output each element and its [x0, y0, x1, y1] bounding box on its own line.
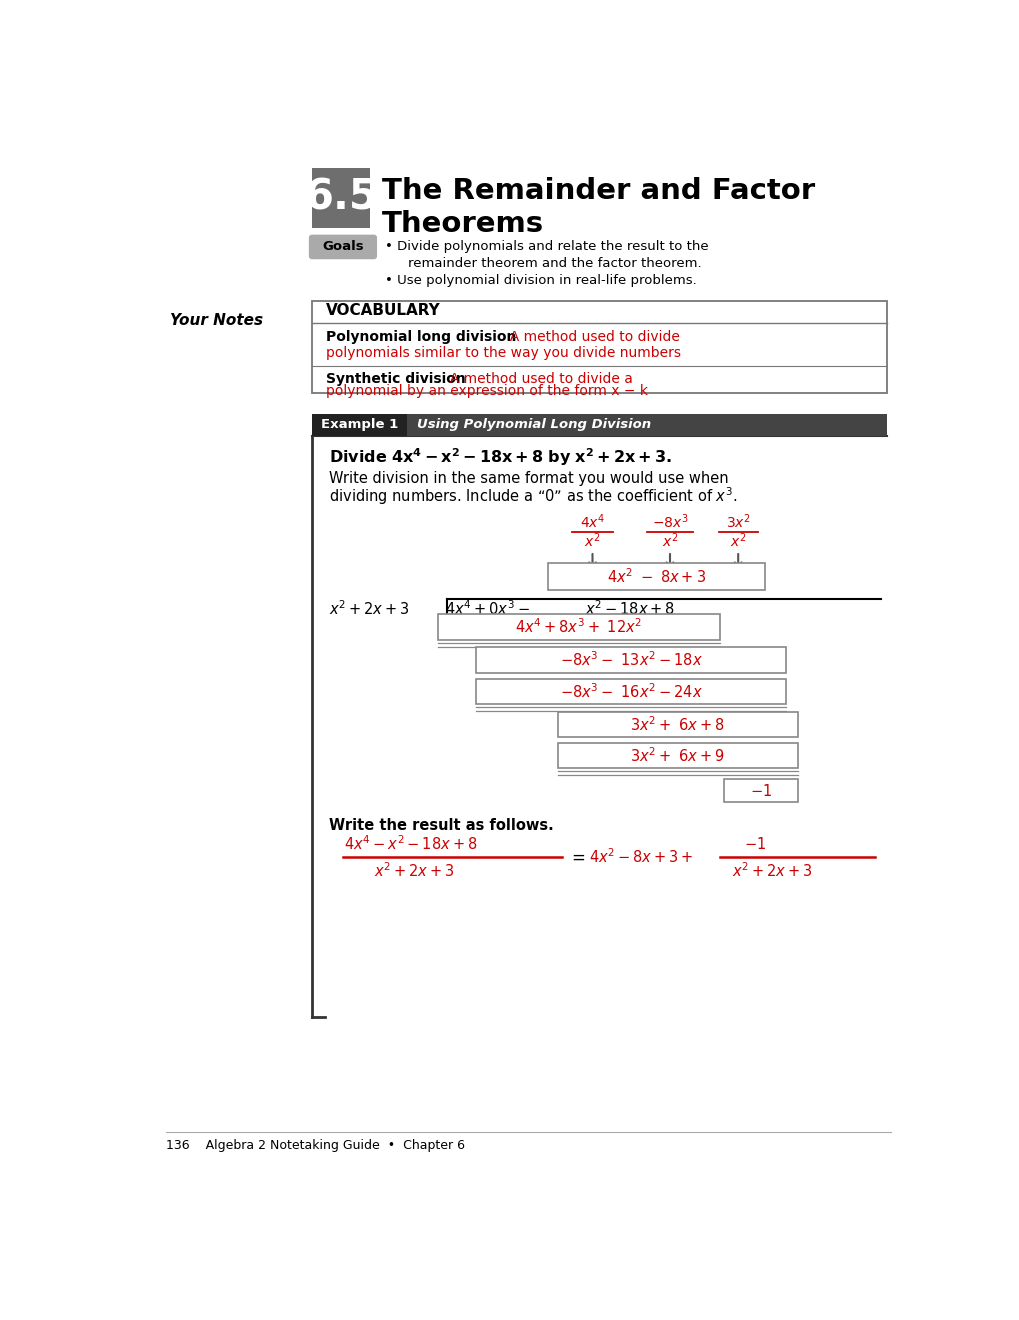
Text: $-1$: $-1$ — [749, 783, 771, 799]
FancyBboxPatch shape — [437, 614, 719, 640]
Text: $x^2 + 2x + 3$: $x^2 + 2x + 3$ — [329, 599, 410, 618]
Text: dividing numbers. Include a “0” as the coefficient of $x^3$.: dividing numbers. Include a “0” as the c… — [329, 486, 737, 507]
Text: A method used to divide a: A method used to divide a — [441, 372, 633, 385]
Text: Synthetic division: Synthetic division — [326, 372, 466, 385]
Text: $x^2$: $x^2$ — [584, 531, 600, 549]
Text: $x^2 + 2x + 3$: $x^2 + 2x + 3$ — [732, 862, 812, 880]
Text: $4x^4$: $4x^4$ — [580, 512, 604, 531]
FancyBboxPatch shape — [312, 301, 887, 393]
FancyBboxPatch shape — [309, 235, 377, 259]
FancyBboxPatch shape — [547, 564, 764, 590]
Text: $x^2 - 18x + 8$: $x^2 - 18x + 8$ — [584, 599, 675, 618]
Text: $x^2 + 2x + 3$: $x^2 + 2x + 3$ — [374, 862, 454, 880]
Text: $3x^2 +\ 6x + 8$: $3x^2 +\ 6x + 8$ — [630, 715, 725, 734]
Text: polynomial by an expression of the form x − k: polynomial by an expression of the form … — [326, 384, 647, 397]
Text: $3x^2 +\ 6x + 9$: $3x^2 +\ 6x + 9$ — [630, 746, 725, 764]
Text: Write division in the same format you would use when: Write division in the same format you wo… — [329, 471, 728, 486]
Text: polynomials similar to the way you divide numbers: polynomials similar to the way you divid… — [326, 346, 681, 360]
FancyBboxPatch shape — [312, 414, 407, 436]
Text: 136    Algebra 2 Notetaking Guide  •  Chapter 6: 136 Algebra 2 Notetaking Guide • Chapter… — [166, 1139, 465, 1152]
Text: Write the result as follows.: Write the result as follows. — [329, 817, 553, 833]
Text: $4x^2 - 8x + 3 +$: $4x^2 - 8x + 3 +$ — [588, 847, 692, 866]
FancyBboxPatch shape — [476, 678, 786, 705]
FancyBboxPatch shape — [312, 414, 887, 436]
FancyBboxPatch shape — [723, 779, 797, 803]
Text: $-8x^3 -\ 16x^2 - 24x$: $-8x^3 -\ 16x^2 - 24x$ — [559, 682, 702, 701]
Text: Polynomial long division: Polynomial long division — [326, 330, 516, 345]
Text: • Divide polynomials and relate the result to the: • Divide polynomials and relate the resu… — [384, 240, 708, 253]
Text: Using Polynomial Long Division: Using Polynomial Long Division — [417, 418, 651, 432]
Text: $\mathbf{Divide\ 4x^4 - x^2 - 18x + 8\ by\ x^2 + 2x + 3.}$: $\mathbf{Divide\ 4x^4 - x^2 - 18x + 8\ b… — [329, 446, 672, 469]
Text: Example 1: Example 1 — [321, 418, 398, 432]
Text: $-1$: $-1$ — [744, 836, 765, 851]
Text: remainder theorem and the factor theorem.: remainder theorem and the factor theorem… — [408, 257, 701, 271]
FancyBboxPatch shape — [476, 647, 786, 673]
Text: $-8x^3$: $-8x^3$ — [651, 512, 688, 531]
Text: $x^2$: $x^2$ — [661, 531, 678, 549]
Text: VOCABULARY: VOCABULARY — [326, 304, 440, 318]
Text: $4x^4 + 0x^3 -$: $4x^4 + 0x^3 -$ — [445, 599, 530, 618]
Text: $-8x^3 -\ 13x^2 - 18x$: $-8x^3 -\ 13x^2 - 18x$ — [559, 651, 702, 669]
Text: Goals: Goals — [322, 240, 364, 253]
Text: $4x^4 + 8x^3 +\ 12x^2$: $4x^4 + 8x^3 +\ 12x^2$ — [515, 618, 642, 636]
FancyBboxPatch shape — [312, 168, 370, 227]
FancyBboxPatch shape — [557, 743, 797, 768]
Text: $4x^4 - x^2 - 18x + 8$: $4x^4 - x^2 - 18x + 8$ — [344, 834, 478, 853]
Text: $4x^2\ -\ 8x + 3$: $4x^2\ -\ 8x + 3$ — [606, 568, 705, 586]
Text: Theorems: Theorems — [381, 210, 543, 238]
FancyBboxPatch shape — [557, 711, 797, 738]
Text: A method used to divide: A method used to divide — [500, 330, 680, 345]
Text: $=$: $=$ — [568, 847, 585, 866]
Text: The Remainder and Factor: The Remainder and Factor — [381, 177, 814, 205]
Text: Your Notes: Your Notes — [170, 313, 263, 327]
Text: $3x^2$: $3x^2$ — [726, 512, 750, 531]
Text: 6.5: 6.5 — [304, 177, 377, 219]
Text: • Use polynomial division in real-life problems.: • Use polynomial division in real-life p… — [384, 273, 696, 286]
Text: $x^2$: $x^2$ — [730, 531, 746, 549]
